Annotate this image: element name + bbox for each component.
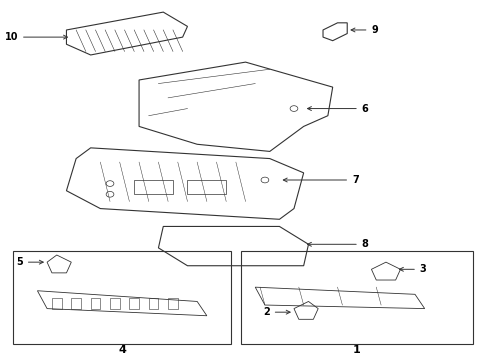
Text: 2: 2 <box>263 307 289 317</box>
Text: 9: 9 <box>350 25 377 35</box>
Text: 4: 4 <box>118 345 126 355</box>
Text: 3: 3 <box>399 264 426 274</box>
Text: 7: 7 <box>283 175 358 185</box>
Text: 1: 1 <box>352 345 360 355</box>
Text: 10: 10 <box>4 32 67 42</box>
Text: 8: 8 <box>307 239 368 249</box>
Text: 6: 6 <box>307 104 368 113</box>
Text: 5: 5 <box>16 257 43 267</box>
